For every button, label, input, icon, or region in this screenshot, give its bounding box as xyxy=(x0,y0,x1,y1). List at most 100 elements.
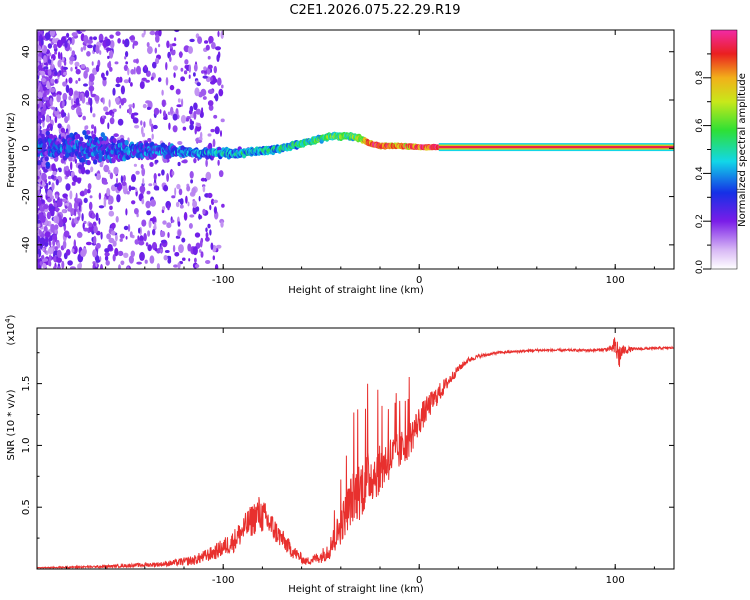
spectrogram-noise-dot xyxy=(42,247,45,251)
spectrogram-noise-dot xyxy=(153,181,157,187)
spectrogram-noise-dot xyxy=(78,202,81,211)
spectrogram-noise-dot xyxy=(95,64,100,72)
spectrogram-noise-dot xyxy=(215,46,221,51)
spectrogram-noise-dot xyxy=(41,86,47,91)
spectrogram-noise-dot xyxy=(86,189,91,194)
spectrogram-noise-dot xyxy=(83,45,87,51)
spectrogram-noise-dot xyxy=(37,223,41,227)
spectrogram-x-label: Height of straight line (km) xyxy=(288,285,424,296)
spectrogram-noise-dot xyxy=(141,167,146,177)
spectrogram-noise-dot xyxy=(55,216,60,224)
spectrogram-noise-dot xyxy=(168,256,172,261)
spectrogram-noise-dot xyxy=(154,159,159,163)
spectrogram-noise-dot xyxy=(119,233,125,239)
spectrogram-noise-dot xyxy=(196,139,203,143)
spectrogram-noise-dot xyxy=(92,113,96,118)
spectrogram-noise-dot xyxy=(69,47,72,52)
spectrogram-noise-dot xyxy=(166,173,170,182)
spectrogram-noise-dot xyxy=(103,106,109,112)
spectrogram-noise-dot xyxy=(195,108,201,115)
spectrogram-noise-dot xyxy=(181,160,188,164)
spectrogram-noise-dot xyxy=(208,104,214,111)
spectrogram-noise-dot xyxy=(196,82,201,87)
spectrogram-noise-dot xyxy=(56,249,62,258)
spectrogram-trace-cell xyxy=(124,140,129,146)
spectrogram-noise-dot xyxy=(62,66,68,70)
spectrogram-noise-dot xyxy=(149,162,154,167)
spectrogram-noise-dot xyxy=(114,183,119,188)
spectrogram-noise-dot xyxy=(180,76,186,82)
spectrogram-noise-dot xyxy=(48,123,52,128)
spectrogram-noise-dot xyxy=(71,32,78,37)
spectrogram-noise-dot xyxy=(109,40,115,49)
spectrogram-noise-dot xyxy=(37,235,40,244)
spectrogram-noise-dot xyxy=(83,227,89,232)
spectrogram-noise-dot xyxy=(133,163,137,167)
spectrogram-noise-dot xyxy=(146,42,150,48)
spectrogram-noise-dot xyxy=(130,82,133,87)
spectrogram-noise-dot xyxy=(150,76,154,81)
spectrogram-noise-dot xyxy=(37,111,42,116)
spectrogram-noise-dot xyxy=(181,98,184,107)
spectrogram-noise-dot xyxy=(88,201,93,211)
spectrogram-noise-dot xyxy=(160,230,166,238)
spectrogram-noise-dot xyxy=(52,170,57,176)
spectrogram-noise-dot xyxy=(95,242,101,249)
spectrogram-noise-dot xyxy=(128,106,132,115)
spectrogram-noise-dot xyxy=(115,233,118,242)
spectrogram-noise-dot xyxy=(37,91,43,98)
spectrogram-noise-dot xyxy=(93,36,97,41)
spectrogram-trace-cell xyxy=(75,133,81,139)
spectrogram-noise-dot xyxy=(83,35,89,44)
spectrogram-noise-dot xyxy=(50,209,55,217)
spectrogram-noise-dot xyxy=(81,161,84,168)
spectrogram-noise-dot xyxy=(149,217,155,222)
spectrogram-trace-cell xyxy=(57,123,62,129)
spectrogram-noise-dot xyxy=(143,30,146,36)
spectrogram-noise-dot xyxy=(213,65,217,74)
spectrogram-noise-dot xyxy=(64,205,67,209)
spectrogram-noise-dot xyxy=(84,90,90,98)
spectrogram-noise-dot xyxy=(87,183,92,190)
spectrogram-noise-dot xyxy=(81,96,86,104)
spectrogram-noise-dot xyxy=(106,233,111,240)
spectrogram-noise-dot xyxy=(147,230,151,237)
spectrogram-noise-dot xyxy=(63,230,70,238)
snr-y-label: SNR (10 * v/v) xyxy=(6,389,17,460)
spectrogram-noise-dot xyxy=(138,240,145,246)
spectrogram-noise-dot xyxy=(88,73,95,82)
spectrogram-noise-dot xyxy=(41,172,47,181)
spectrogram-noise-dot xyxy=(79,191,85,197)
spectrogram-noise-dot xyxy=(82,222,85,230)
spectrogram-noise-dot xyxy=(43,204,49,210)
spectrogram-noise-dot xyxy=(87,44,93,49)
spectrogram-noise-dot xyxy=(61,260,65,269)
spectrogram-noise-dot xyxy=(43,55,47,63)
spectrogram-noise-dot xyxy=(173,65,178,71)
spectrogram-noise-dot xyxy=(202,96,207,100)
spectrogram-noise-dot xyxy=(55,179,59,186)
spectrogram-noise-dot xyxy=(105,47,112,51)
spectrogram-noise-dot xyxy=(175,88,181,95)
spectrogram-noise-dot xyxy=(109,49,114,59)
spectrogram-noise-dot xyxy=(193,63,198,72)
colorbar: 0.0 0.2 0.4 0.6 0.8 Normalized spectral ampl… xyxy=(695,29,748,274)
spectrogram-noise-dot xyxy=(102,78,107,87)
spectrogram-noise-dot xyxy=(68,77,73,84)
spectrogram-trace-cell xyxy=(37,160,42,166)
spectrogram-noise-dot xyxy=(56,114,62,119)
spectrogram-noise-dot xyxy=(80,249,86,257)
spectrogram-noise-dot xyxy=(210,128,215,133)
spectrogram-noise-dot xyxy=(115,76,121,84)
snr-series-line xyxy=(37,337,674,569)
spectrogram-noise-dot xyxy=(79,94,83,102)
spectrogram-noise-dot xyxy=(105,111,110,116)
spectrogram-noise-dot xyxy=(160,249,164,253)
spectrogram-noise-dot xyxy=(37,64,43,70)
spectrogram-noise-dot xyxy=(193,72,196,77)
spectrogram-noise-dot xyxy=(51,106,56,110)
spectrogram-noise-dot xyxy=(49,30,56,37)
spectrogram-noise-dot xyxy=(171,219,175,223)
spectrogram-noise-dot xyxy=(70,171,75,177)
spectrogram-noise-dot xyxy=(139,81,145,89)
